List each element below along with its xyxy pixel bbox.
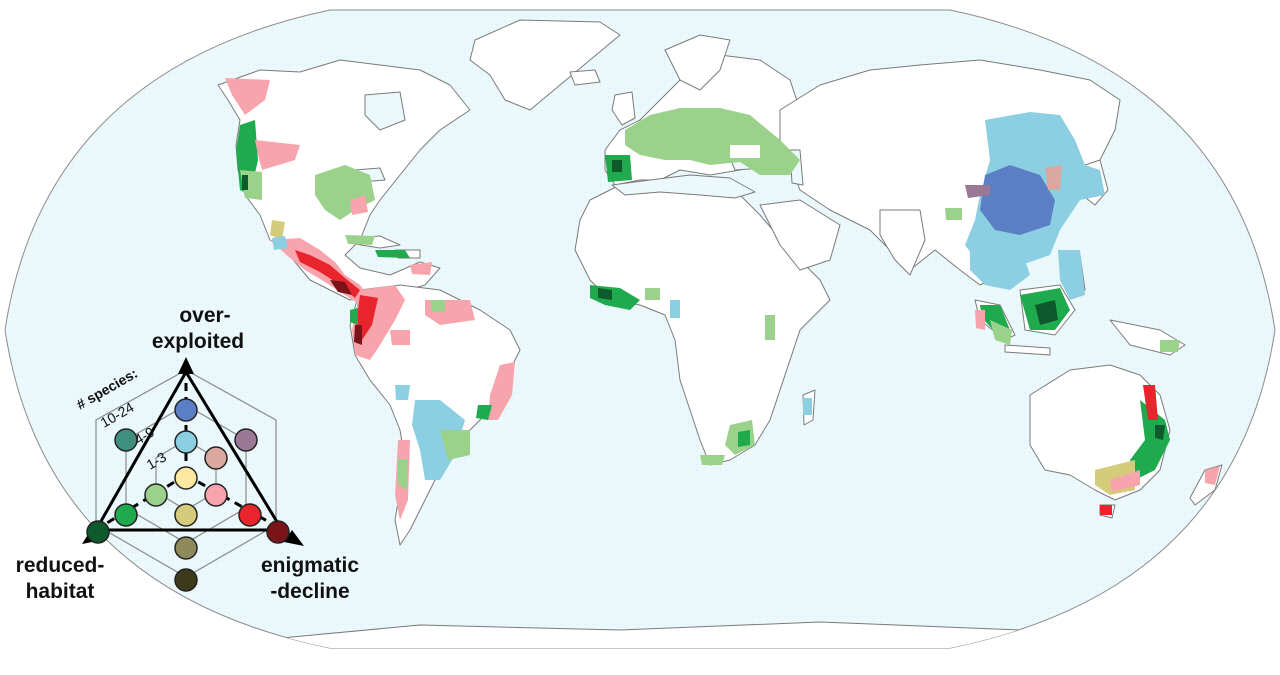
region-andes-habitat (350, 308, 358, 325)
java (1004, 344, 1051, 356)
region-china-blue-dark (980, 165, 1055, 235)
india (879, 209, 926, 276)
region-australia-east-habitat (1130, 400, 1170, 480)
region-southern-andes-blue (395, 385, 410, 400)
region-alaska-enigmatic (225, 78, 270, 115)
region-korea-pink (1045, 165, 1062, 190)
arrowhead-right-icon (284, 530, 304, 546)
region-brazil-coast-enig (488, 362, 515, 420)
circle-enigmatic-mid (238, 503, 262, 527)
circle-mixed-rh-ed-mid (174, 536, 198, 560)
iceland (569, 69, 601, 86)
greenland (469, 19, 621, 111)
region-west-africa-dark (598, 288, 612, 300)
region-brazil-coast-habitat (476, 405, 492, 420)
circle-mixed-rh-ed-high (174, 568, 198, 592)
region-east-us-enigmatic (350, 195, 368, 215)
region-cameroon-blue (670, 300, 680, 318)
arabian-peninsula (759, 199, 841, 271)
label-over-exploited-line2: exploited (152, 330, 244, 353)
region-madagascar-blue (803, 398, 812, 415)
region-new-zealand-pink (1205, 466, 1220, 485)
region-tasmania-red (1100, 505, 1112, 515)
region-sumatra-mixed (990, 320, 1012, 345)
region-philippines-blue (1058, 250, 1085, 300)
region-sumatra-pink (975, 310, 985, 330)
region-east-us-tan (270, 220, 285, 240)
region-australia-east-dark (1155, 425, 1165, 440)
scandinavia (664, 34, 731, 91)
threat-regions (225, 78, 1220, 520)
arrowhead-up-icon (178, 357, 194, 374)
region-caribbean-enig (410, 262, 432, 275)
circle-overexploited-mid (174, 430, 198, 454)
hudson-bay (364, 91, 406, 131)
region-central-america-darkred (330, 280, 352, 295)
region-new-guinea-green (1160, 340, 1180, 352)
circle-enigmatic-high (266, 520, 290, 544)
legend-circles (86, 398, 290, 592)
region-australia-east-pink (1110, 470, 1140, 492)
label-over-exploited-line1: over- (179, 304, 230, 327)
british-isles (611, 91, 636, 126)
circle-overexploited-low (174, 466, 198, 490)
circle-mixed-oe-rh (114, 428, 138, 452)
region-brazil-south-blue (412, 400, 465, 480)
region-andes-darkred (354, 325, 362, 345)
region-caribbean-habitat (375, 250, 410, 258)
circle-reduced-habitat-low (144, 483, 168, 507)
circle-enigmatic-low (204, 483, 228, 507)
region-china-purple (965, 185, 990, 198)
region-southern-andes-green (398, 460, 408, 490)
region-south-africa-dark (738, 430, 750, 447)
region-west-coast-enigmatic (255, 140, 300, 170)
region-brazil-south-green (440, 430, 470, 460)
circle-mixed-oe-ed (234, 428, 258, 452)
region-east-africa-green (765, 315, 775, 340)
region-guiana-habitat (430, 300, 445, 312)
label-enigmatic-decline-line2: -decline (270, 580, 349, 603)
region-caribbean-light (345, 235, 375, 245)
region-amazon-enig (390, 330, 410, 345)
region-south-africa-light (700, 455, 725, 465)
region-central-america-blue (272, 236, 288, 250)
region-se-asia-blue (970, 245, 1030, 290)
label-reduced-habitat-line2: habitat (26, 580, 95, 603)
circle-overexploited-high (174, 398, 198, 422)
region-iberia-dark (612, 160, 622, 172)
label-reduced-habitat-line1: reduced- (16, 554, 105, 577)
circle-reduced-habitat-mid (114, 503, 138, 527)
circle-mixed-oe-ed-low (204, 446, 228, 470)
mediterranean-sea (611, 174, 756, 199)
region-west-africa-light (645, 288, 660, 300)
region-borneo-dark (1035, 300, 1058, 325)
circle-mixed-rh-ed-low (174, 503, 198, 527)
region-west-coast-dark (242, 175, 248, 190)
label-enigmatic-decline-line1: enigmatic (261, 554, 359, 577)
legend-triangle (93, 369, 285, 532)
region-china-green (945, 208, 962, 220)
region-europe-habitat (625, 108, 800, 175)
circle-reduced-habitat-high (86, 520, 110, 544)
region-europe-white-hole (730, 145, 760, 158)
region-australia-east-red (1143, 385, 1158, 420)
